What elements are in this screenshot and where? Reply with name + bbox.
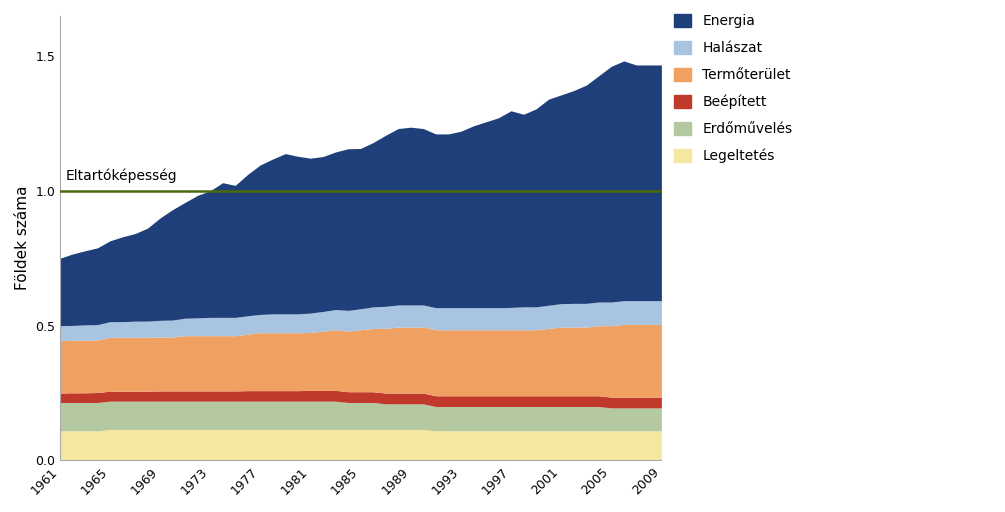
Y-axis label: Földek száma: Földek száma	[15, 186, 30, 290]
Text: Eltartóképesség: Eltartóképesség	[66, 168, 178, 183]
Legend: Energia, Halászat, Termőterület, Beépített, Erdőművelés, Legeltetés: Energia, Halászat, Termőterület, Beépíte…	[674, 14, 792, 163]
